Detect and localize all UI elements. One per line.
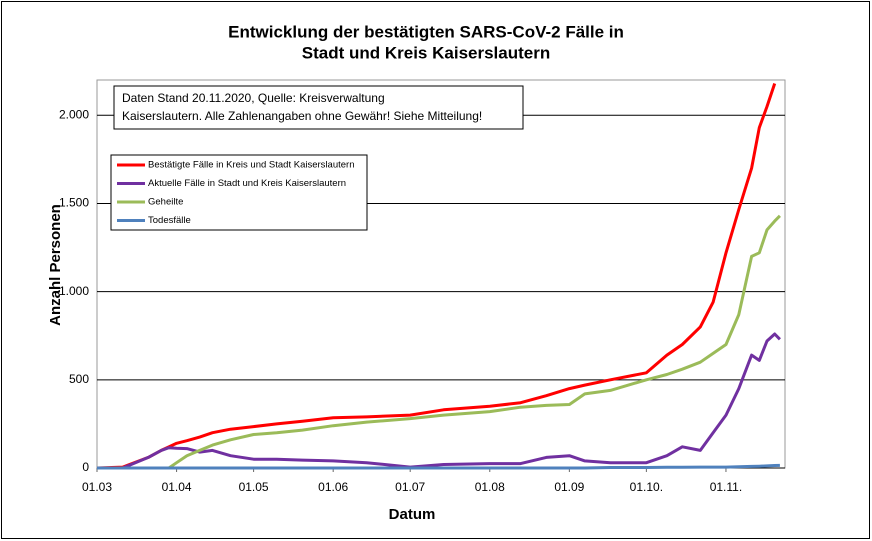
x-tick-label: 01.10. (630, 480, 663, 494)
y-tick-label: 500 (69, 372, 89, 386)
x-tick-label: 01.08 (475, 480, 505, 494)
legend-label: Geheilte (148, 197, 183, 208)
x-tick-label: 01.06 (318, 480, 348, 494)
series-line (96, 83, 777, 470)
series-line (97, 332, 781, 470)
legend-label: Aktuelle Fälle in Stadt und Kreis Kaiser… (148, 178, 346, 189)
x-tick-label: 01.04 (162, 480, 192, 494)
y-tick-label: 1.500 (59, 196, 89, 210)
legend-box (110, 154, 368, 231)
x-tick-label: 01.03 (82, 480, 112, 494)
chart-title: Entwicklung der bestätigten SARS-CoV-2 F… (228, 22, 624, 41)
x-tick-label: 01.07 (395, 480, 425, 494)
y-axis-label: Anzahl Personen (47, 204, 64, 326)
x-tick-label: 01.11. (710, 480, 742, 494)
legend-label: Todesfälle (148, 215, 191, 226)
x-axis-label: Datum (389, 506, 436, 523)
series-line (97, 463, 780, 470)
y-tick-label: 2.000 (59, 107, 89, 121)
annotation: Daten Stand 20.11.2020, Quelle: Kreisver… (122, 91, 385, 105)
y-tick-label: 0 (82, 460, 89, 474)
x-tick-label: 01.09 (554, 480, 584, 494)
legend-label: Bestätigte Fälle in Kreis und Stadt Kais… (148, 160, 354, 171)
annotation-box (113, 85, 524, 130)
plot-area (96, 79, 786, 469)
annotation: Kaiserslautern. Alle Zahlenangaben ohne … (122, 109, 482, 123)
y-tick-label: 1.000 (59, 284, 89, 298)
series-line (97, 214, 781, 470)
chart-title: Stadt und Kreis Kaiserslautern (302, 43, 550, 62)
x-tick-label: 01.05 (239, 480, 269, 494)
